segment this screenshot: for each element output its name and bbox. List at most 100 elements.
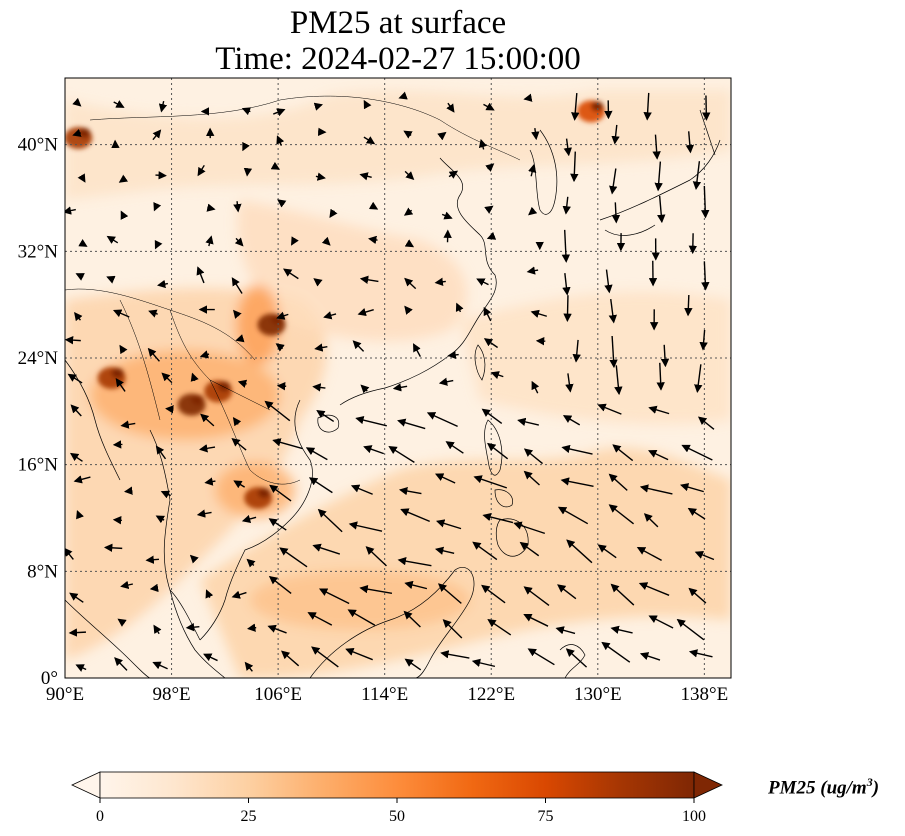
wind-arrow	[530, 309, 548, 318]
colorbar-tick-label: 75	[538, 808, 554, 825]
wind-arrow	[657, 195, 666, 224]
wind-arrow	[404, 305, 413, 315]
wind-arrow	[165, 405, 174, 414]
wind-arrow	[363, 136, 376, 145]
wind-arrow	[276, 135, 285, 146]
wind-arrow	[437, 583, 462, 604]
wind-arrow	[608, 504, 635, 525]
lat-tick-label: 40°N	[18, 135, 59, 156]
wind-arrow	[241, 107, 252, 116]
wind-arrow	[315, 172, 326, 181]
map-title-line1: PM25 at surface	[289, 5, 507, 41]
wind-arrow	[363, 99, 372, 110]
wind-arrow	[610, 583, 635, 606]
wind-arrow	[611, 202, 621, 224]
wind-arrow	[199, 350, 210, 359]
colorbar-extend-max	[693, 771, 723, 799]
wind-arrow	[434, 546, 455, 555]
wind-arrow	[145, 555, 160, 564]
wind-arrow	[643, 513, 659, 528]
wind-arrow	[694, 364, 703, 394]
wind-arrow	[106, 275, 116, 284]
wind-arrow	[565, 648, 588, 668]
wind-arrow	[243, 167, 253, 177]
wind-arrow	[305, 447, 328, 461]
wind-arrow	[120, 420, 136, 429]
wind-arrow	[264, 400, 291, 422]
lon-tick-label: 90°E	[46, 684, 84, 705]
map-title-line2: Time: 2024-02-27 15:00:00	[215, 41, 581, 77]
wind-arrow	[148, 309, 158, 318]
wind-arrow	[75, 273, 85, 281]
wind-arrow	[352, 340, 365, 352]
lat-tick-label: 8°N	[27, 561, 58, 582]
wind-arrow	[478, 138, 488, 150]
pm25-hotspot-core	[591, 101, 604, 112]
wind-arrow	[155, 515, 166, 524]
colorbar-gradient	[99, 771, 695, 799]
wind-arrow	[487, 619, 512, 636]
wind-arrow	[392, 383, 408, 392]
wind-arrow	[69, 452, 83, 462]
coastline-borneo	[309, 567, 475, 678]
wind-arrow	[404, 277, 417, 290]
wind-arrow	[434, 277, 446, 286]
wind-arrow	[106, 235, 119, 244]
wind-arrow	[190, 372, 199, 382]
coastline-visayas	[494, 489, 513, 508]
wind-arrow	[701, 185, 710, 219]
wind-arrow	[398, 91, 408, 100]
wind-arrow	[528, 206, 538, 216]
wind-arrow	[270, 161, 281, 170]
wind-arrow	[246, 558, 256, 568]
wind-arrow	[481, 408, 503, 425]
wind-arrow	[445, 441, 464, 454]
wind-arrow	[681, 444, 713, 461]
wind-arrow	[147, 347, 160, 362]
wind-arrow	[112, 516, 122, 525]
wind-arrow	[490, 371, 504, 380]
wind-arrow	[435, 519, 462, 530]
wind-arrow	[247, 623, 257, 632]
wind-arrow	[519, 541, 540, 557]
wind-arrow	[205, 589, 214, 599]
wind-arrow	[609, 168, 618, 195]
wind-arrow	[65, 335, 81, 345]
wind-arrow	[312, 383, 326, 392]
wind-arrow	[269, 484, 292, 502]
coastline-japan	[599, 109, 721, 236]
lon-tick-label: 98°E	[152, 684, 190, 705]
wind-arrow	[612, 444, 634, 462]
wind-arrow	[76, 510, 84, 520]
wind-arrow	[154, 239, 163, 250]
colorbar-extend-min	[71, 771, 101, 799]
wind-arrow	[609, 335, 618, 369]
wind-arrow	[189, 554, 199, 564]
wind-arrow	[484, 205, 494, 214]
wind-arrow	[347, 609, 376, 626]
wind-arrow	[232, 417, 242, 427]
wind-arrow	[471, 658, 496, 668]
wind-arrow	[185, 622, 200, 632]
wind-arrow	[233, 309, 242, 319]
wind-arrow	[363, 445, 385, 455]
pm25-hotspot-core	[111, 368, 124, 378]
wind-arrow	[231, 590, 247, 599]
lon-tick-label: 106°E	[254, 684, 302, 705]
wind-arrow	[272, 438, 303, 450]
wind-arrow	[196, 266, 205, 284]
wind-arrow	[153, 202, 162, 212]
wind-arrow	[404, 239, 415, 248]
lat-tick-label: 32°N	[18, 241, 59, 262]
wind-arrow	[531, 128, 540, 141]
wind-arrow	[206, 203, 216, 212]
wind-arrow	[571, 93, 580, 121]
wind-arrow	[688, 587, 707, 604]
wind-arrow	[365, 546, 387, 567]
wind-arrow	[268, 518, 287, 531]
gridlines	[65, 78, 731, 678]
wind-arrow	[648, 615, 674, 629]
wind-arrow	[279, 547, 308, 568]
wind-arrow	[656, 362, 665, 391]
wind-arrow	[318, 588, 350, 605]
